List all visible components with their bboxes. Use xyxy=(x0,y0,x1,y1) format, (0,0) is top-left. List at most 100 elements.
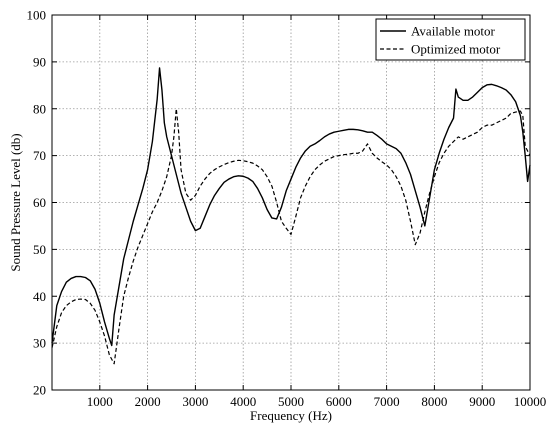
y-tick-label: 20 xyxy=(33,383,46,398)
data-point xyxy=(152,211,153,212)
y-tick-label: 50 xyxy=(33,242,46,257)
data-point xyxy=(176,174,177,175)
data-point xyxy=(472,96,473,97)
data-point xyxy=(415,244,416,245)
data-point xyxy=(338,155,339,156)
data-point xyxy=(415,190,416,191)
data-point xyxy=(357,153,358,154)
data-point xyxy=(290,234,291,235)
data-point xyxy=(462,139,463,140)
data-point xyxy=(405,162,406,163)
data-point xyxy=(324,161,325,162)
data-point xyxy=(71,278,72,279)
data-point xyxy=(114,363,115,364)
data-point xyxy=(128,239,129,240)
data-point xyxy=(429,193,430,194)
data-point xyxy=(372,153,373,154)
data-point xyxy=(85,277,86,278)
data-point xyxy=(453,118,454,119)
data-point xyxy=(510,94,511,95)
data-point xyxy=(233,176,234,177)
data-point xyxy=(362,130,363,131)
data-point xyxy=(80,298,81,299)
data-point xyxy=(486,84,487,85)
data-point xyxy=(71,301,72,302)
data-point xyxy=(376,135,377,136)
legend-label-optimized-motor: Optimized motor xyxy=(411,42,501,57)
y-tick-label: 60 xyxy=(33,195,46,210)
data-point xyxy=(477,132,478,133)
data-point xyxy=(61,291,62,292)
x-tick-label: 5000 xyxy=(278,394,304,409)
data-point xyxy=(109,354,110,355)
data-point xyxy=(295,216,296,217)
data-point xyxy=(348,154,349,155)
data-point xyxy=(491,125,492,126)
data-point xyxy=(491,84,492,85)
data-point xyxy=(200,228,201,229)
data-point xyxy=(195,230,196,231)
data-point xyxy=(424,211,425,212)
data-point xyxy=(527,181,528,182)
data-point xyxy=(137,204,138,205)
data-point xyxy=(525,146,526,147)
data-point xyxy=(61,312,62,313)
data-point xyxy=(522,132,523,133)
data-point xyxy=(271,217,272,218)
data-point xyxy=(515,101,516,102)
data-point xyxy=(142,235,143,236)
data-point xyxy=(190,200,191,201)
data-point xyxy=(247,161,248,162)
y-tick-label: 90 xyxy=(33,54,46,69)
data-point xyxy=(147,223,148,224)
data-point xyxy=(386,143,387,144)
data-point xyxy=(166,136,167,137)
y-tick-label: 100 xyxy=(27,8,47,23)
data-point xyxy=(477,92,478,93)
data-point xyxy=(123,258,124,259)
x-tick-label: 1000 xyxy=(87,394,113,409)
data-point xyxy=(443,139,444,140)
data-point xyxy=(434,169,435,170)
data-point xyxy=(209,204,210,205)
data-point xyxy=(243,176,244,177)
data-point xyxy=(195,195,196,196)
data-point xyxy=(262,169,263,170)
series-points-available-motor xyxy=(51,67,530,346)
data-point xyxy=(329,158,330,159)
data-point xyxy=(486,125,487,126)
data-point xyxy=(410,221,411,222)
data-point xyxy=(419,207,420,208)
data-point xyxy=(159,67,160,68)
data-point xyxy=(300,157,301,158)
series-line-optimized-motor xyxy=(51,108,531,365)
data-point xyxy=(515,111,516,112)
data-point xyxy=(522,115,523,116)
data-point xyxy=(104,321,105,322)
data-point xyxy=(506,89,507,90)
data-point xyxy=(133,221,134,222)
data-point xyxy=(314,169,315,170)
data-point xyxy=(353,153,354,154)
data-point xyxy=(367,132,368,133)
data-point xyxy=(164,122,165,123)
x-tick-labels: 1000 2000 3000 4000 5000 6000 7000 8000 9000 1000… xyxy=(87,394,546,409)
data-point xyxy=(338,131,339,132)
data-point xyxy=(114,314,115,315)
data-point xyxy=(310,146,311,147)
data-point xyxy=(396,176,397,177)
data-point xyxy=(219,166,220,167)
data-point xyxy=(482,87,483,88)
data-point xyxy=(238,160,239,161)
data-point xyxy=(343,130,344,131)
data-point xyxy=(209,173,210,174)
data-point xyxy=(496,85,497,86)
series-lines xyxy=(51,67,531,365)
data-point xyxy=(94,310,95,311)
data-point xyxy=(305,150,306,151)
x-tick-label: 6000 xyxy=(326,394,352,409)
data-point xyxy=(410,174,411,175)
data-point xyxy=(391,146,392,147)
data-point xyxy=(419,232,420,233)
data-point xyxy=(118,328,119,329)
